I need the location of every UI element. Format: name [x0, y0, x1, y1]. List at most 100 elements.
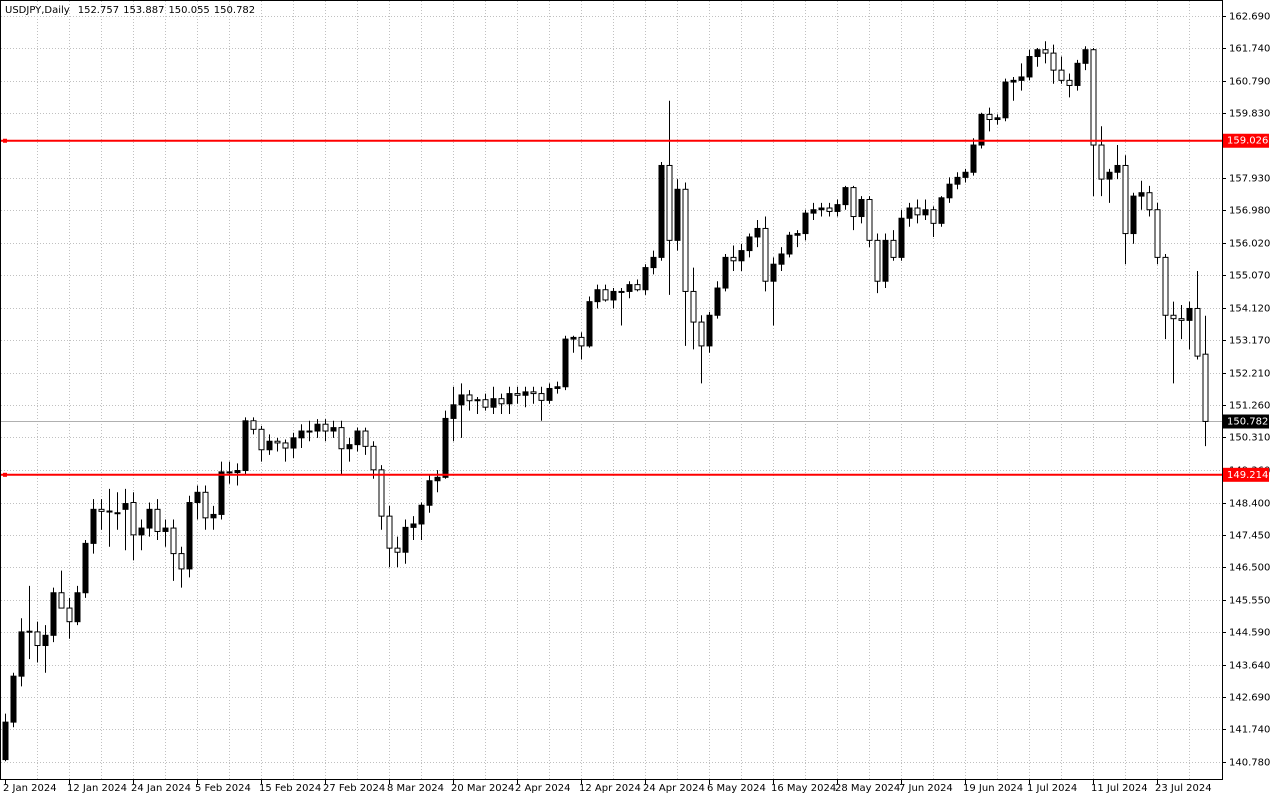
candle-body: [714, 287, 721, 316]
symbol: USDJPY,Daily: [5, 5, 70, 16]
candle-body: [530, 391, 537, 395]
candle-body: [754, 227, 761, 238]
candle-body: [242, 420, 249, 472]
candle-body: [58, 592, 65, 609]
candle-body: [1186, 307, 1193, 321]
candle-body: [378, 469, 385, 517]
candle-body: [1026, 56, 1033, 78]
candle-body: [546, 387, 553, 401]
candle-body: [1082, 49, 1089, 64]
candle-body: [386, 515, 393, 549]
candle-body: [938, 197, 945, 224]
candle-body: [538, 393, 545, 401]
candle-body: [514, 393, 521, 396]
candle-body: [922, 209, 929, 216]
candle-body: [322, 423, 329, 432]
x-tick-label: 24 Apr 2024: [643, 783, 705, 794]
level-anchor: [3, 472, 7, 477]
candle-body: [610, 290, 617, 301]
candle-body: [1154, 209, 1161, 258]
candle-body: [394, 547, 401, 553]
candle-body: [834, 204, 841, 212]
candle-body: [298, 430, 305, 439]
header-open: 152.757: [78, 5, 119, 16]
candle-body: [506, 393, 513, 405]
candle-body: [130, 502, 137, 536]
candle-body: [1098, 144, 1105, 180]
x-tick-label: 11 Jul 2024: [1091, 783, 1148, 794]
candle-body: [10, 675, 17, 723]
level-label: 159.026: [1227, 136, 1268, 147]
y-tick-label: 141.740: [1229, 725, 1270, 736]
candle-body: [978, 113, 985, 146]
x-tick-label: 6 May 2024: [707, 783, 766, 794]
candle-body: [1178, 318, 1185, 321]
candle-body: [1042, 49, 1049, 54]
candle-body: [986, 113, 993, 121]
candle-body: [274, 440, 281, 444]
candle-body: [330, 427, 337, 432]
candle-body: [570, 336, 577, 340]
x-tick-label: 8 Mar 2024: [387, 783, 444, 794]
candle-body: [178, 553, 185, 570]
y-tick-label: 142.690: [1229, 693, 1270, 704]
candle-body: [226, 471, 233, 474]
x-tick-label: 1 Jul 2024: [1027, 783, 1077, 794]
candle-body: [442, 417, 449, 478]
candle-body: [194, 491, 201, 504]
candle-body: [794, 233, 801, 236]
candle-body: [1114, 164, 1121, 173]
candle-body: [522, 391, 529, 396]
candle-body: [346, 444, 353, 450]
candle-body: [1170, 314, 1177, 320]
candle-body: [82, 542, 89, 594]
candle-body: [74, 592, 81, 623]
candle-body: [154, 508, 161, 532]
candle-body: [1018, 76, 1025, 81]
x-tick-label: 24 Jan 2024: [131, 783, 191, 794]
current-price-label: 150.782: [1227, 417, 1268, 428]
candle-body: [162, 527, 169, 532]
candle-body: [234, 470, 241, 474]
candle-body: [354, 430, 361, 446]
x-tick-label: 5 Feb 2024: [195, 783, 251, 794]
candle-body: [666, 164, 673, 241]
candle-body: [842, 187, 849, 206]
candle-body: [602, 289, 609, 301]
candle-body: [1066, 79, 1073, 86]
candle-body: [730, 256, 737, 262]
candle-body: [314, 423, 321, 432]
y-tick-label: 143.640: [1229, 661, 1270, 672]
x-tick-label: 12 Apr 2024: [579, 783, 641, 794]
y-tick-label: 159.830: [1229, 109, 1270, 120]
candle-body: [282, 442, 289, 449]
candle-body: [370, 445, 377, 471]
candle-body: [1034, 49, 1041, 58]
candle-body: [1162, 256, 1169, 316]
plot-frame: [0, 0, 1223, 780]
candle-body: [202, 491, 209, 519]
candle-body: [338, 427, 345, 450]
candle-body: [866, 199, 873, 241]
candle-body: [186, 502, 193, 570]
candle-body: [122, 503, 129, 510]
candle-body: [882, 239, 889, 282]
candle-body: [778, 253, 785, 265]
x-tick-label: 16 May 2024: [771, 783, 836, 794]
y-tick-label: 161.740: [1229, 44, 1270, 55]
y-tick-label: 152.210: [1229, 369, 1270, 380]
candle-body: [426, 480, 433, 506]
y-tick-label: 144.590: [1229, 628, 1270, 639]
candle-body: [258, 428, 265, 451]
candle-body: [250, 420, 257, 430]
candle-body: [698, 321, 705, 347]
candle-body: [306, 430, 313, 433]
candle-body: [450, 404, 457, 419]
candle-body: [410, 523, 417, 528]
y-tick-label: 150.310: [1229, 433, 1270, 444]
candle-body: [722, 256, 729, 289]
candle-body: [458, 394, 465, 406]
y-tick-label: 160.790: [1229, 77, 1270, 88]
candle-body: [762, 227, 769, 282]
